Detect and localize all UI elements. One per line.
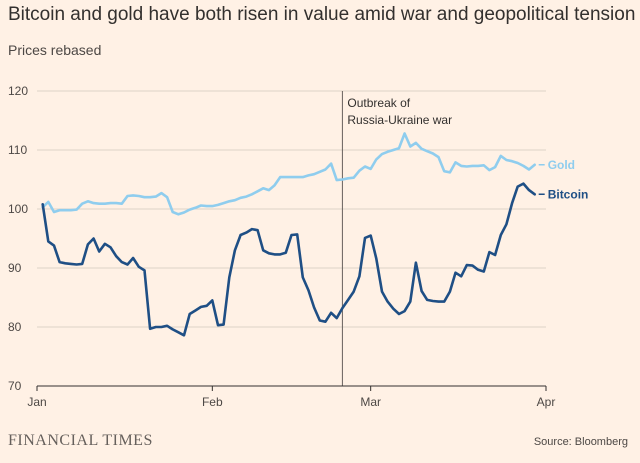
y-tick-label-90: 90 (8, 261, 22, 275)
chart-subtitle: Prices rebased (8, 42, 102, 58)
series-line-bitcoin (41, 182, 537, 337)
source-note: Source: Bloomberg (533, 436, 628, 448)
y-tick-label-100: 100 (8, 202, 28, 216)
y-tick-label-70: 70 (8, 379, 22, 393)
annotation-text-line-2: Russia-Ukraine war (347, 113, 452, 127)
y-tick-label-80: 80 (8, 320, 22, 334)
series-line-gold (41, 132, 537, 216)
chart-title: Bitcoin and gold have both risen in valu… (8, 4, 636, 25)
x-tick-label-apr: Apr (537, 395, 556, 409)
series-label-bitcoin: Bitcoin (548, 187, 589, 201)
series-label-gold: Gold (548, 158, 575, 172)
y-tick-label-120: 120 (8, 84, 28, 98)
annotation-text-line-1: Outbreak of (347, 96, 410, 110)
y-tick-label-110: 110 (8, 143, 27, 157)
x-tick-label-mar: Mar (360, 395, 381, 409)
x-tick-label-feb: Feb (202, 395, 223, 409)
ft-brand-logo: FINANCIAL TIMES (8, 432, 153, 449)
x-tick-label-jan: Jan (27, 395, 46, 409)
